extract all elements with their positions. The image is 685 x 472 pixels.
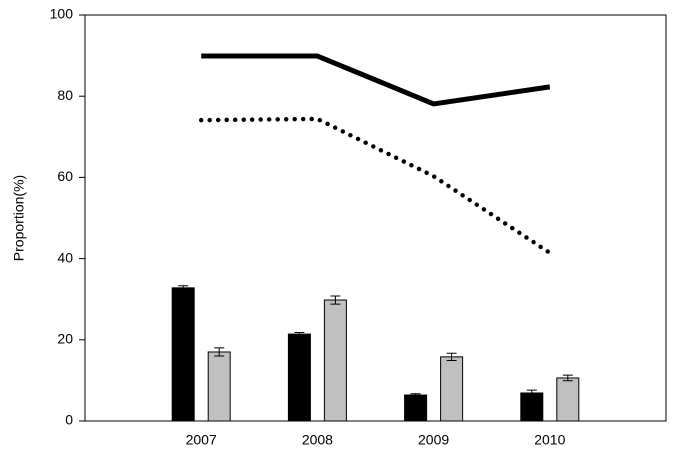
x-tick-label: 2008 xyxy=(302,432,333,448)
plot-frame xyxy=(84,14,667,422)
error-bar xyxy=(178,285,189,291)
bar xyxy=(404,394,428,422)
bar xyxy=(556,377,580,422)
y-tick-label: 60 xyxy=(57,168,73,184)
error-bar xyxy=(446,352,457,362)
error-bar xyxy=(330,295,341,305)
error-bar xyxy=(214,347,225,357)
line xyxy=(198,116,553,256)
y-tick-label: 40 xyxy=(57,249,73,265)
bar xyxy=(287,333,311,422)
x-tick-label: 2010 xyxy=(534,432,565,448)
y-tick-label: 0 xyxy=(65,412,73,428)
x-tick-label: 2007 xyxy=(186,432,217,448)
bar xyxy=(520,392,544,422)
bar xyxy=(440,356,464,422)
x-tick-label: 2009 xyxy=(418,432,449,448)
y-tick-label: 100 xyxy=(50,6,74,22)
y-axis-label: Proportion(%) xyxy=(11,175,27,261)
y-tick-label: 80 xyxy=(57,87,73,103)
bar xyxy=(323,299,347,422)
line xyxy=(201,53,551,107)
error-bar xyxy=(562,374,573,382)
error-bar xyxy=(410,393,421,397)
error-bar xyxy=(294,331,305,337)
y-tick-label: 20 xyxy=(57,331,73,347)
bar xyxy=(171,287,195,422)
bar xyxy=(207,351,231,422)
error-bar xyxy=(526,389,537,397)
